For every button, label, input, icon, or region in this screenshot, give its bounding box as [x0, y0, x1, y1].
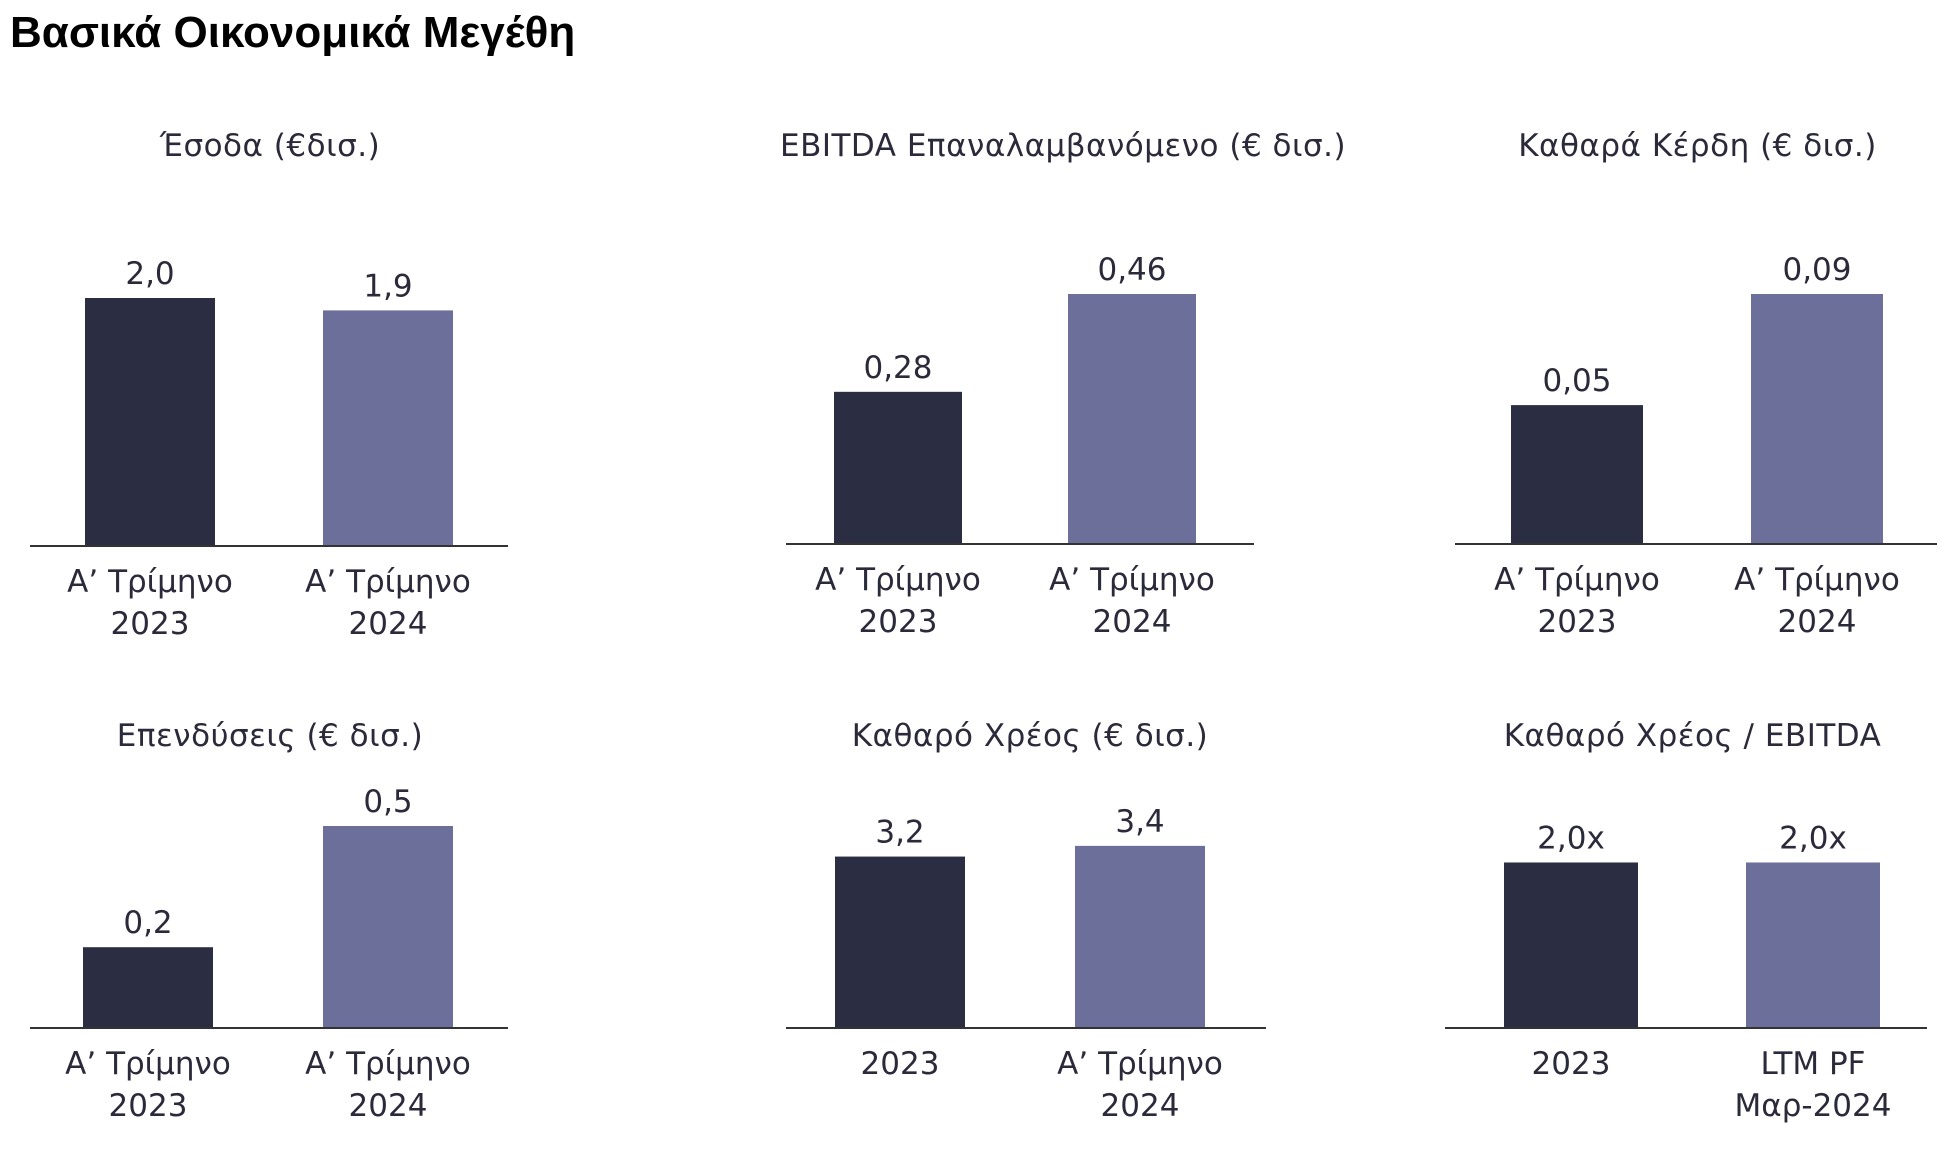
bar-first	[835, 856, 965, 1028]
net-debt-ebitda-chart: Καθαρό Χρέος / EBITDA 2,0x 2023 2,0x LTM PF…	[1445, 718, 1940, 1158]
category-label: 2023	[109, 1088, 188, 1124]
net-debt-chart: Καθαρό Χρέος (€ δισ.) 3,2 2023 3,4 Α’ Τρίμη…	[780, 718, 1280, 1158]
category-label: Α’ Τρίμηνο	[1049, 562, 1215, 598]
bar-first	[83, 947, 213, 1028]
category-label: 2023	[859, 604, 938, 640]
category-label: 2024	[349, 1088, 428, 1124]
data-label: 2,0	[125, 256, 174, 292]
category-label: 2024	[349, 606, 428, 642]
bar-second	[323, 826, 453, 1028]
chart-title: Έσοδα (€δισ.)	[159, 128, 381, 164]
category-label: 2023	[861, 1046, 940, 1082]
category-label: Α’ Τρίμηνο	[305, 1046, 471, 1082]
category-label: 2024	[1778, 604, 1857, 640]
category-label: 2024	[1101, 1088, 1180, 1124]
category-label: LTM PF	[1760, 1046, 1865, 1082]
chart-title: Καθαρά Κέρδη (€ δισ.)	[1518, 128, 1877, 164]
net-debt-ebitda-chart-svg: 2,0x 2023 2,0x LTM PF Μαρ-2024	[1445, 820, 1927, 1124]
category-label: 2023	[111, 606, 190, 642]
revenue-chart-svg: 2,0 Α’ Τρίμηνο 2023 1,9 Α’ Τρίμηνο 2024	[30, 256, 508, 642]
data-label: 0,09	[1782, 252, 1851, 288]
category-label: 2023	[1532, 1046, 1611, 1082]
page-title: Βασικά Οικονομικά Μεγέθη	[10, 8, 576, 57]
category-label: Α’ Τρίμηνο	[1734, 562, 1900, 598]
ebitda-chart: EBITDA Επαναλαμβανόμενο (€ δισ.) 0,28 Α’ …	[780, 128, 1347, 648]
data-label: 0,2	[123, 905, 172, 941]
bar-first	[85, 298, 215, 546]
bar-first	[1504, 862, 1638, 1028]
net-profit-chart-svg: 0,05 Α’ Τρίμηνο 2023 0,09 Α’ Τρίμηνο 2024	[1455, 252, 1937, 640]
bar-second	[323, 310, 453, 546]
category-label: Μαρ-2024	[1735, 1088, 1892, 1124]
data-label: 3,2	[875, 815, 924, 851]
data-label: 0,05	[1542, 363, 1611, 399]
revenue-chart: Έσοδα (€δισ.) 2,0 Α’ Τρίμηνο 2023 1,9 Α’ Τρί…	[20, 128, 520, 648]
category-label: 2024	[1093, 604, 1172, 640]
bar-second	[1068, 294, 1196, 544]
investments-chart-svg: 0,2 Α’ Τρίμηνο 2023 0,5 Α’ Τρίμηνο 2024	[30, 784, 508, 1124]
investments-chart: Επενδύσεις (€ δισ.) 0,2 Α’ Τρίμηνο 2023 0,5…	[20, 718, 520, 1158]
chart-title: EBITDA Επαναλαμβανόμενο (€ δισ.)	[780, 128, 1347, 164]
net-profit-chart: Καθαρά Κέρδη (€ δισ.) 0,05 Α’ Τρίμηνο 2023…	[1455, 128, 1940, 648]
net-debt-chart-svg: 3,2 2023 3,4 Α’ Τρίμηνο 2024	[786, 804, 1266, 1124]
data-label: 0,46	[1097, 252, 1166, 288]
ebitda-chart-svg: 0,28 Α’ Τρίμηνο 2023 0,46 Α’ Τρίμηνο 2024	[786, 252, 1254, 640]
data-label: 1,9	[363, 268, 412, 304]
category-label: Α’ Τρίμηνο	[65, 1046, 231, 1082]
category-label: Α’ Τρίμηνο	[67, 564, 233, 600]
data-label: 3,4	[1115, 804, 1164, 840]
data-label: 2,0x	[1537, 820, 1605, 856]
data-label: 0,28	[863, 350, 932, 386]
category-label: Α’ Τρίμηνο	[305, 564, 471, 600]
data-label: 2,0x	[1779, 820, 1847, 856]
category-label: Α’ Τρίμηνο	[1494, 562, 1660, 598]
bar-first	[1511, 405, 1643, 544]
bar-second	[1751, 294, 1883, 544]
category-label: 2023	[1538, 604, 1617, 640]
category-label: Α’ Τρίμηνο	[1057, 1046, 1223, 1082]
bar-second	[1746, 862, 1880, 1028]
data-label: 0,5	[363, 784, 412, 820]
chart-title: Καθαρό Χρέος (€ δισ.)	[851, 718, 1209, 754]
chart-title: Επενδύσεις (€ δισ.)	[116, 718, 424, 754]
chart-title: Καθαρό Χρέος / EBITDA	[1503, 718, 1882, 754]
bar-first	[834, 391, 962, 544]
bar-second	[1075, 845, 1205, 1028]
category-label: Α’ Τρίμηνο	[815, 562, 981, 598]
